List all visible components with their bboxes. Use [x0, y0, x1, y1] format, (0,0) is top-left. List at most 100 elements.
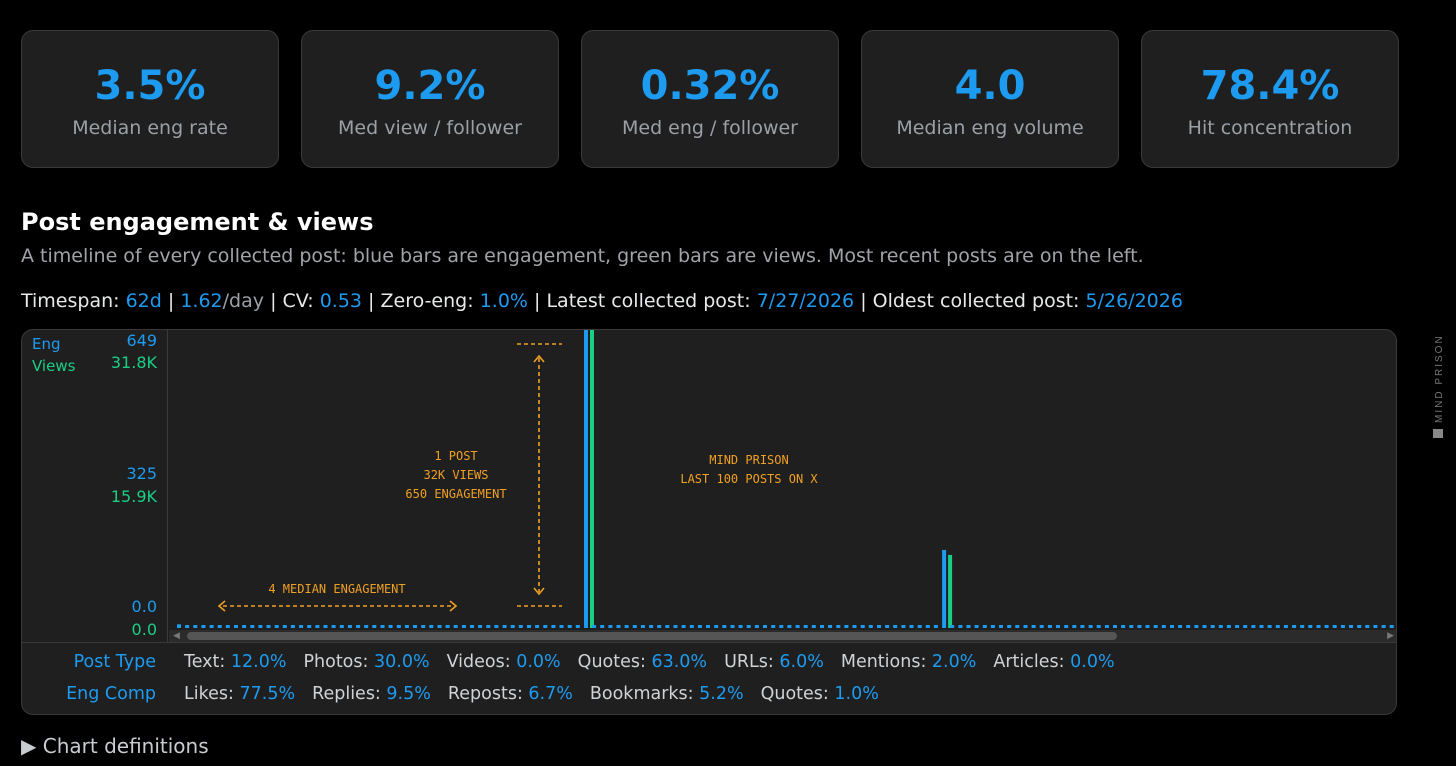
eng-bar [258, 625, 263, 628]
section-subtitle: A timeline of every collected post: blue… [21, 245, 1144, 267]
eng-bar [421, 625, 426, 628]
views-bar [590, 330, 594, 628]
eng-comp-likes: Likes: 77.5% [184, 684, 296, 704]
eng-bar [445, 625, 450, 628]
watermark-mark-icon [1433, 429, 1443, 438]
rate-unit: /day [222, 290, 265, 312]
eng-bar [1226, 625, 1231, 628]
eng-bar [225, 625, 230, 628]
eng-bar [877, 625, 881, 628]
scrollbar-thumb[interactable] [187, 632, 1117, 640]
stat-value: 9.2% [374, 63, 486, 109]
latest-post-value: 7/27/2026 [756, 290, 855, 312]
post-type-videos: Videos: 0.0% [446, 652, 561, 672]
summary-line: Timespan: 62d | 1.62/day | CV: 0.53 | Ze… [21, 290, 1183, 312]
cv-value: 0.53 [319, 290, 362, 312]
divider [22, 642, 1396, 643]
eng-bar [1064, 625, 1069, 628]
eng-bar [1316, 625, 1321, 628]
eng-bar [388, 625, 393, 628]
eng-bar [1023, 625, 1028, 628]
eng-bar [958, 625, 963, 628]
eng-bar [1170, 625, 1174, 628]
eng-bar [209, 625, 214, 628]
stat-card-median-eng-volume: 4.0 Median eng volume [861, 30, 1119, 168]
eng-bar [185, 625, 190, 628]
chart-scrollbar[interactable]: ◀ ▶ [169, 630, 1396, 642]
eng-bar [779, 625, 784, 628]
eng-bar [649, 625, 654, 628]
eng-bar [1178, 625, 1183, 628]
eng-bar [657, 625, 662, 628]
eng-bar [559, 625, 564, 628]
eng-bar [364, 625, 369, 628]
eng-bar [974, 625, 979, 628]
stat-card-median-eng-rate: 3.5% Median eng rate [21, 30, 279, 168]
scroll-left-icon[interactable]: ◀ [173, 631, 180, 641]
chart-panel: Eng Views 649 31.8K 325 15.9K 0.0 0.0 1 … [21, 329, 1397, 715]
eng-bar [738, 625, 743, 628]
eng-bar [1129, 625, 1134, 628]
views-tick-min: 0.0 [131, 620, 157, 639]
eng-bar [982, 625, 987, 628]
arrowhead-left [217, 600, 226, 612]
chart-definitions-toggle[interactable]: ▶ Chart definitions [21, 734, 209, 758]
eng-bar [624, 625, 629, 628]
zero-eng-label: Zero-eng: [380, 290, 474, 312]
latest-post-label: Latest collected post: [546, 290, 751, 312]
scroll-right-icon[interactable]: ▶ [1387, 631, 1394, 641]
eng-bar [665, 625, 670, 628]
eng-bar [901, 625, 906, 628]
eng-bar [307, 625, 312, 628]
eng-comp-row: Eng Comp Likes: 77.5% Replies: 9.5% Repo… [22, 684, 896, 704]
views-tick-max: 31.8K [110, 353, 157, 372]
eng-bar [396, 625, 401, 628]
annotation-peak-line2: 32K VIEWS [423, 468, 488, 482]
eng-bar [217, 625, 222, 628]
eng-bar [697, 625, 702, 628]
stat-card-med-eng-follower: 0.32% Med eng / follower [581, 30, 839, 168]
eng-comp-bookmarks: Bookmarks: 5.2% [589, 684, 744, 704]
eng-bar [933, 625, 938, 628]
eng-bar [950, 625, 955, 628]
eng-bar [600, 625, 605, 628]
oldest-post-value: 5/26/2026 [1085, 290, 1183, 312]
eng-bar [1088, 625, 1093, 628]
eng-bar [437, 625, 442, 628]
eng-bar [1357, 625, 1362, 628]
eng-comp-reposts: Reposts: 6.7% [447, 684, 573, 704]
post-type-photos: Photos: 30.0% [303, 652, 430, 672]
eng-bar [323, 625, 328, 628]
eng-bar [730, 625, 735, 628]
annotation-lines [223, 343, 562, 607]
annotation-arrowheads [217, 354, 545, 612]
eng-bar [1235, 625, 1240, 628]
stat-label: Median eng volume [896, 117, 1084, 139]
eng-bar [673, 625, 678, 628]
eng-bar [1275, 625, 1280, 628]
eng-bar [592, 625, 597, 628]
eng-bar [681, 625, 686, 628]
eng-bar [1283, 625, 1288, 628]
eng-bar [1340, 625, 1345, 628]
eng-bar [584, 330, 588, 628]
eng-bar [1389, 625, 1394, 628]
eng-comp-label: Eng Comp [66, 684, 156, 704]
eng-bar [942, 549, 947, 628]
eng-bar [885, 625, 890, 628]
eng-bar [1300, 625, 1305, 628]
eng-bar [836, 625, 841, 628]
eng-bar [413, 625, 417, 628]
eng-bar [1104, 625, 1109, 628]
eng-bar [1186, 625, 1191, 628]
eng-bar [1373, 625, 1378, 628]
eng-bar [811, 625, 816, 628]
eng-bar [250, 625, 255, 628]
arrowhead-down [533, 587, 545, 596]
stat-label: Hit concentration [1187, 117, 1353, 139]
eng-bar [763, 625, 767, 628]
eng-bar [1251, 625, 1256, 628]
stat-label: Med eng / follower [622, 117, 798, 139]
eng-bar [1145, 625, 1150, 628]
eng-bar [1056, 625, 1060, 628]
